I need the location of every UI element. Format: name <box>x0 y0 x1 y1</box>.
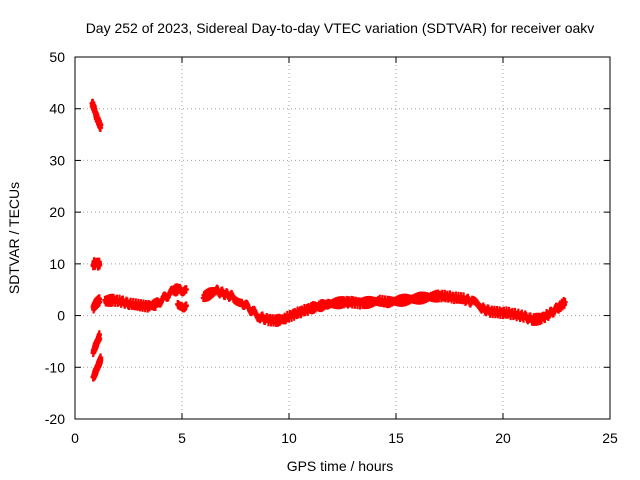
plot-frame <box>74 56 611 420</box>
data-point <box>183 301 189 310</box>
y-tick-label: 20 <box>49 204 65 220</box>
y-tick-label: 0 <box>57 308 65 324</box>
data-point <box>562 298 568 307</box>
series-early-mid-arc <box>90 330 103 358</box>
axis-ticks: 0 5 10 15 20 25 -20 -10 0 10 20 30 40 50 <box>45 49 618 446</box>
x-tick-label: 20 <box>495 430 511 446</box>
y-tick-label: 50 <box>49 49 65 65</box>
y-axis-title: SDTVAR / TECUs <box>6 182 22 294</box>
x-axis-title: GPS time / hours <box>287 458 394 474</box>
y-tick-label: 40 <box>49 101 65 117</box>
x-tick-label: 15 <box>388 430 404 446</box>
chart-title: Day 252 of 2023, Sidereal Day-to-day VTE… <box>86 20 595 36</box>
data-points <box>89 98 568 382</box>
data-point <box>183 285 189 294</box>
x-tick-label: 10 <box>281 430 297 446</box>
data-point <box>97 297 103 307</box>
series-early-high-arc <box>89 98 104 132</box>
series-early-low-arc <box>90 353 104 382</box>
series-main-trace-1 <box>102 283 189 313</box>
y-tick-label: 10 <box>49 256 65 272</box>
x-tick-label: 25 <box>602 430 618 446</box>
series-early-ten-cluster <box>90 257 103 271</box>
data-point <box>97 334 103 343</box>
y-tick-label: -10 <box>45 359 65 375</box>
series-dip-segment <box>175 300 189 313</box>
x-tick-label: 0 <box>71 430 79 446</box>
series-main-trace-2 <box>200 284 568 327</box>
series-early-rise <box>90 294 103 314</box>
x-tick-label: 5 <box>178 430 186 446</box>
data-point <box>98 355 104 365</box>
grid <box>75 57 610 419</box>
y-tick-label: -20 <box>45 411 65 427</box>
data-point <box>98 120 104 130</box>
y-tick-label: 30 <box>49 152 65 168</box>
data-point <box>97 261 103 270</box>
